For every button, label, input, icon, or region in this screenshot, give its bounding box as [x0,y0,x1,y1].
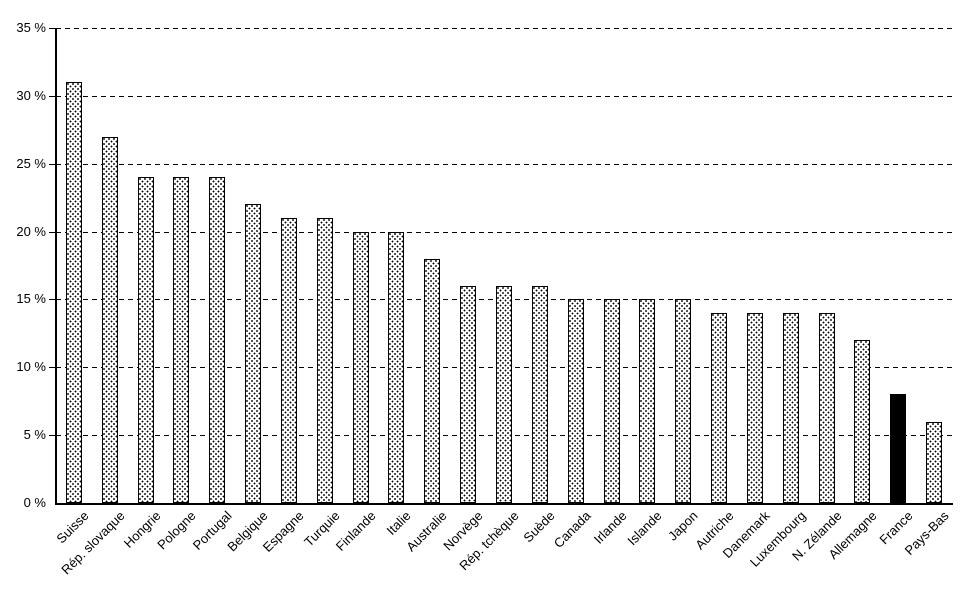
gridline-35 [56,28,952,29]
x-axis-line [55,503,953,505]
y-tick-35 [49,28,56,29]
bar-n-z-lande [819,313,835,503]
gridline-20 [56,232,952,233]
y-tick-5 [49,435,56,436]
y-axis-label: 10 % [16,359,46,374]
bar-danemark [747,313,763,503]
y-tick-20 [49,232,56,233]
y-tick-25 [49,164,56,165]
bar-espagne [281,218,297,503]
bar-irlande [604,299,620,503]
y-axis-label: 15 % [16,291,46,306]
y-axis-label: 30 % [16,88,46,103]
bar-france [890,394,906,503]
bar-italie [388,232,404,503]
y-tick-10 [49,367,56,368]
bar-pologne [173,177,189,503]
bar-belgique [245,204,261,503]
y-axis-label: 20 % [16,224,46,239]
bar-norv-ge [460,286,476,503]
bar-autriche [711,313,727,503]
bar-luxembourg [783,313,799,503]
y-axis-label: 0 % [23,495,46,510]
bar-japon [675,299,691,503]
gridline-30 [56,96,952,97]
bar-allemagne [854,340,870,503]
bar-r-p-tch-que [496,286,512,503]
y-axis-label: 25 % [16,156,46,171]
bar-turquie [317,218,333,503]
bar-r-p-slovaque [102,137,118,503]
bar-australie [424,259,440,503]
y-axis-line [55,28,57,505]
y-axis-label: 35 % [16,20,46,35]
bar-su-de [532,286,548,503]
bar-pays-bas [926,422,942,503]
y-axis-label: 5 % [23,427,46,442]
bar-hongrie [138,177,154,503]
bar-suisse [66,82,82,503]
y-tick-15 [49,299,56,300]
bar-portugal [209,177,225,503]
bar-islande [639,299,655,503]
gridline-25 [56,164,952,165]
bar-canada [568,299,584,503]
bar-finlande [353,232,369,503]
y-tick-30 [49,96,56,97]
